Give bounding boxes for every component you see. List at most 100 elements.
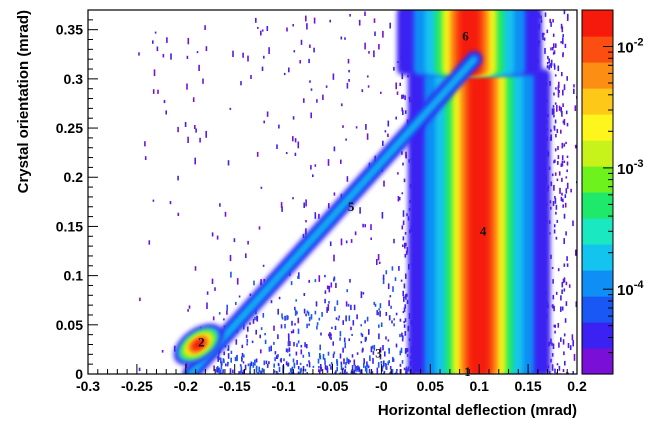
background-hit [184,122,187,127]
colorbar-segment [582,218,613,245]
background-hit [546,62,549,65]
background-hit [226,310,228,315]
background-hit [229,255,232,262]
background-hit [217,352,220,358]
background-hit [333,146,336,152]
background-hit [350,370,353,374]
background-hit [305,313,307,317]
background-hit [345,362,347,365]
background-hit [566,155,569,158]
background-hit [312,373,314,374]
background-hit [561,142,564,149]
background-hit [382,274,385,280]
background-hit [309,80,311,83]
background-hit [216,356,219,359]
background-hit [401,151,403,155]
background-hit [242,52,244,58]
background-hit [553,324,556,328]
background-hit [400,279,403,282]
background-hit [552,304,554,309]
background-hit [308,279,310,283]
background-hit [565,188,568,194]
background-hit [253,280,255,286]
x-tick-label: -0.2 [174,378,198,394]
background-hit [192,97,195,102]
background-hit [330,282,333,288]
background-hit [567,372,569,374]
colorbar-tick-label: 10-4 [617,279,644,299]
background-hit [320,364,322,370]
background-hit [304,368,307,372]
background-hit [552,295,555,300]
background-hit [402,110,404,115]
background-hit [563,160,566,163]
background-hit [404,242,406,249]
background-hit [557,161,559,165]
background-hit [381,367,384,372]
background-hit [213,365,215,372]
background-hit [399,369,402,374]
background-hit [565,141,567,145]
background-hit [340,159,342,164]
background-hit [346,82,349,89]
background-hit [548,58,550,63]
background-hit [377,254,380,261]
background-hit [198,64,200,71]
x-tick-label: -0.15 [219,378,251,394]
background-hit [166,37,168,43]
background-hit [346,176,349,182]
background-hit [312,174,314,178]
background-hit [329,332,331,339]
background-hit [544,12,547,17]
background-hit [335,282,337,288]
background-hit [404,318,407,323]
background-hit [553,160,555,164]
background-hit [232,369,234,373]
background-hit [161,350,164,353]
background-hit [555,43,557,48]
background-hit [336,300,339,306]
background-hit [344,37,346,40]
background-hit [313,47,315,53]
background-hit [394,277,397,281]
background-hit [362,292,365,295]
background-hit [297,317,300,324]
background-hit [289,341,291,347]
background-hit [562,34,564,38]
background-hit [240,366,243,372]
background-hit [284,323,286,329]
background-hit [249,363,252,369]
background-hit [283,72,286,76]
background-hit [260,327,263,330]
background-hit [352,320,355,326]
background-hit [292,116,295,120]
background-hit [258,226,261,230]
background-hit [316,325,318,330]
background-hit [567,343,570,349]
background-hit [187,37,190,45]
background-hit [218,312,221,315]
background-hit [288,67,290,73]
background-hit [404,253,407,258]
background-hit [560,41,562,44]
region-label: 1 [464,364,471,379]
background-hit [573,88,575,94]
background-hit [550,47,552,51]
background-hit [401,72,404,80]
background-hit [252,362,255,368]
background-hit [380,361,383,364]
background-hit [373,50,375,58]
background-hit [305,15,307,22]
background-hit [322,94,324,100]
background-hit [384,362,387,366]
background-hit [254,359,256,362]
background-hit [557,155,560,159]
background-hit [217,368,219,373]
background-hit [374,31,376,36]
background-hit [564,360,566,366]
background-hit [402,236,405,241]
background-hit [555,204,558,210]
background-hit [402,162,404,166]
background-hit [152,89,155,94]
background-hit [299,372,301,374]
